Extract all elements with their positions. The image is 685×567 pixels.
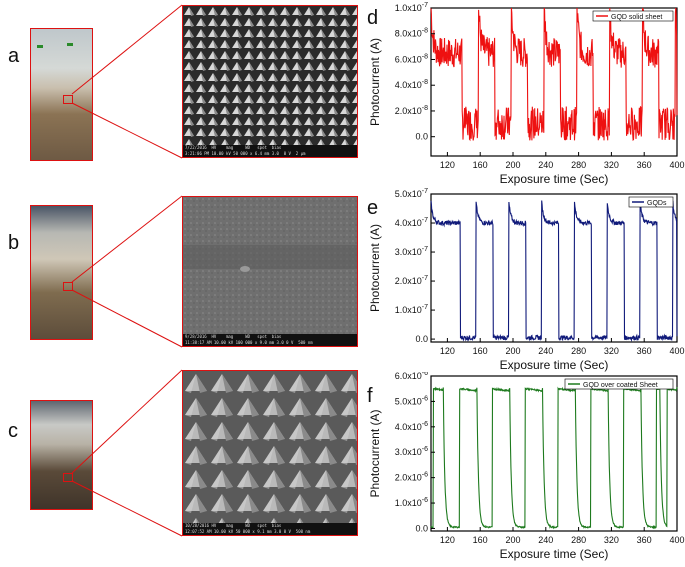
x-tick-label: 400 bbox=[669, 535, 684, 545]
x-tick-label: 320 bbox=[604, 535, 619, 545]
y-tick-label: 3.0x10-7 bbox=[395, 246, 428, 257]
x-axis-label: Exposure time (Sec) bbox=[500, 547, 609, 561]
series-line-d bbox=[430, 7, 678, 142]
panel-label-e: e bbox=[367, 197, 378, 219]
panel-label-b: b bbox=[8, 232, 20, 254]
x-tick-label: 160 bbox=[473, 160, 488, 170]
x-tick-label: 360 bbox=[637, 535, 652, 545]
sem-texture-b bbox=[183, 197, 357, 336]
y-tick-label: 0.0 bbox=[415, 132, 428, 142]
x-tick-label: 120 bbox=[440, 535, 455, 545]
chart-e: e 120 160 200 240 280 320 360 400 0.0 1.0x10-7 2.0x… bbox=[367, 188, 685, 372]
y-tick-label: 2.0x10-7 bbox=[395, 275, 428, 286]
x-tick-label: 320 bbox=[604, 346, 619, 356]
x-tick-label: 240 bbox=[538, 346, 553, 356]
x-tick-label: 200 bbox=[505, 346, 520, 356]
y-tick-label: 6.0x10-8 bbox=[395, 53, 428, 64]
x-axis-label: Exposure time (Sec) bbox=[500, 172, 609, 186]
y-tick-label: 1.0x10-7 bbox=[395, 304, 428, 315]
y-tick-label: 5.0x10-6 bbox=[395, 395, 428, 406]
series-line-e bbox=[430, 200, 678, 343]
sem-info-bar-c: 10/28/2016 HV mag WD spot bias 12:07:52 … bbox=[183, 523, 357, 535]
x-tick-label: 200 bbox=[505, 535, 520, 545]
x-tick-label: 280 bbox=[571, 160, 586, 170]
sample-flake-icon bbox=[37, 45, 43, 48]
y-tick-label: 2.0x10-6 bbox=[395, 472, 428, 483]
x-tick-label: 400 bbox=[669, 346, 684, 356]
chart-f: f 120 160 200 240 280 320 360 400 0.0 1.0x10-6 2.0x… bbox=[367, 372, 685, 561]
legend-label: GQD solid sheet bbox=[611, 14, 662, 21]
sem-image-c: 10/28/2016 HV mag WD spot bias 12:07:52 … bbox=[182, 370, 358, 536]
y-tick-label: 4.0x10-6 bbox=[395, 421, 428, 432]
y-tick-label: 2.0x10-8 bbox=[395, 105, 428, 116]
x-tick-label: 400 bbox=[669, 160, 684, 170]
x-tick-label: 280 bbox=[571, 346, 586, 356]
panel-label-a: a bbox=[8, 45, 20, 67]
x-tick-label: 120 bbox=[440, 160, 455, 170]
x-tick-label: 160 bbox=[473, 346, 488, 356]
x-tick-label: 240 bbox=[538, 160, 553, 170]
x-tick-label: 360 bbox=[637, 160, 652, 170]
legend-box bbox=[628, 196, 674, 208]
y-axis-label: Photocurrent (A) bbox=[368, 224, 382, 312]
y-tick-label: 0.0 bbox=[415, 334, 428, 344]
y-tick-label: 4.0x10-7 bbox=[395, 217, 428, 228]
zoom-region-box bbox=[63, 282, 73, 291]
legend-box bbox=[592, 10, 674, 22]
y-tick-label: 0.0 bbox=[415, 523, 428, 533]
sample-flake-icon bbox=[67, 43, 73, 46]
series-line-f bbox=[430, 386, 678, 530]
vial-photo-b bbox=[30, 205, 93, 340]
y-tick-label: 1.0x10-7 bbox=[395, 2, 428, 13]
y-tick-label: 3.0x10-6 bbox=[395, 446, 428, 457]
plot-frame bbox=[430, 375, 678, 532]
y-tick-label: 5.0x10-7 bbox=[395, 188, 428, 199]
sem-texture-c bbox=[183, 371, 357, 525]
vial-photo-a bbox=[30, 28, 93, 161]
x-tick-label: 120 bbox=[440, 346, 455, 356]
zoom-region-box bbox=[63, 473, 73, 482]
x-tick-label: 320 bbox=[604, 160, 619, 170]
sem-info-bar-b: 9/28/2016 HV mag WD spot bias 11:38:17 A… bbox=[183, 334, 357, 346]
panel-label-f: f bbox=[367, 385, 373, 407]
y-axis-label: Photocurrent (A) bbox=[368, 409, 382, 497]
vial-photo-c bbox=[30, 400, 93, 510]
sem-image-a: 7/22/2016 HV mag WD spot bias 3:21:06 PM… bbox=[182, 5, 358, 158]
sem-image-b: 9/28/2016 HV mag WD spot bias 11:38:17 A… bbox=[182, 196, 358, 347]
y-tick-label: 4.0x10-8 bbox=[395, 79, 428, 90]
y-tick-label: 8.0x10-8 bbox=[395, 28, 428, 39]
chart-d: d 120 160 200 240 280 320 360 400 0.0 2.0x10-8 4.0x… bbox=[367, 2, 685, 186]
sem-info-bar-a: 7/22/2016 HV mag WD spot bias 3:21:06 PM… bbox=[183, 145, 357, 157]
sem-texture-a bbox=[183, 6, 357, 147]
x-tick-label: 280 bbox=[571, 535, 586, 545]
legend-label: GQD over coated Sheet bbox=[583, 382, 658, 389]
y-tick-label: 1.0x10-6 bbox=[395, 497, 428, 508]
panel-label-c: c bbox=[8, 420, 18, 442]
legend-label: GQDs bbox=[647, 200, 667, 207]
legend-box bbox=[564, 378, 674, 390]
y-tick-label: 6.0x10-6 bbox=[395, 372, 428, 381]
panel-label-d: d bbox=[367, 7, 378, 29]
x-tick-label: 160 bbox=[473, 535, 488, 545]
x-axis-label: Exposure time (Sec) bbox=[500, 358, 609, 372]
x-tick-label: 200 bbox=[505, 160, 520, 170]
x-tick-label: 240 bbox=[538, 535, 553, 545]
x-tick-label: 360 bbox=[637, 346, 652, 356]
y-axis-label: Photocurrent (A) bbox=[368, 38, 382, 126]
zoom-region-box bbox=[63, 95, 73, 104]
